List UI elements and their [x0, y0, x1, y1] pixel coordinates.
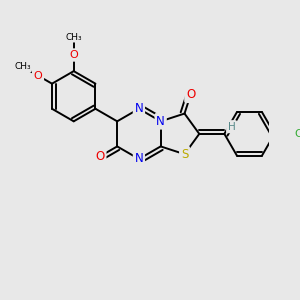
Text: CH₃: CH₃ [14, 62, 31, 71]
Text: O: O [95, 150, 105, 163]
Text: O: O [186, 88, 195, 101]
Text: Cl: Cl [294, 129, 300, 139]
Text: O: O [34, 70, 42, 81]
Text: N: N [156, 115, 165, 128]
Text: H: H [228, 122, 236, 132]
Text: N: N [134, 152, 143, 166]
Text: CH₃: CH₃ [65, 33, 82, 42]
Text: S: S [181, 148, 188, 161]
Text: N: N [134, 102, 143, 115]
Text: O: O [69, 50, 78, 60]
